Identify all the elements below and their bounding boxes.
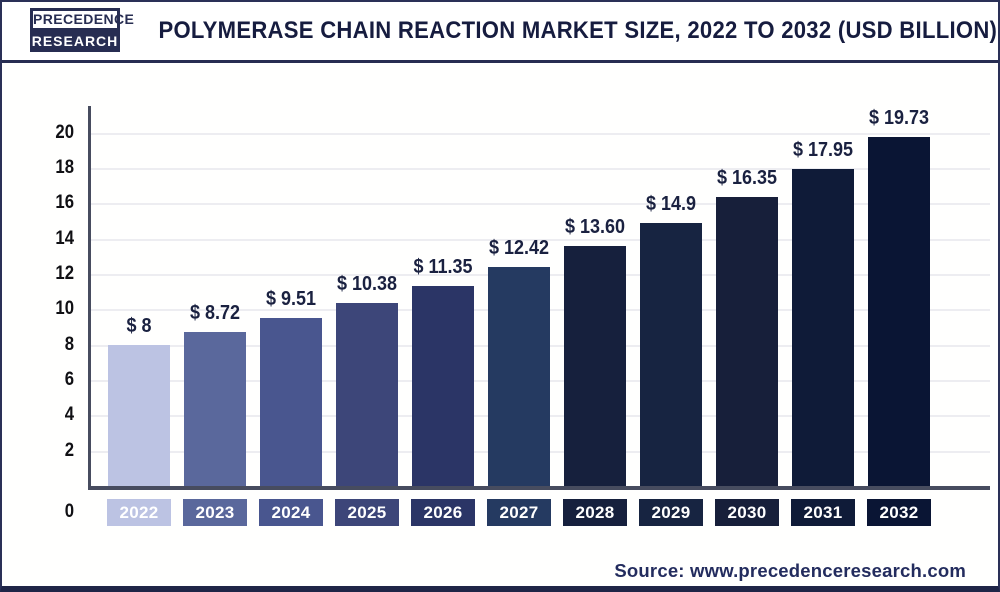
bar-group-2031: $ 17.95 xyxy=(785,106,861,486)
y-tick-label: 12 xyxy=(55,263,74,285)
bar-2030 xyxy=(716,197,778,486)
bar-group-2026: $ 11.35 xyxy=(405,106,481,486)
x-category-label-2027: 2027 xyxy=(487,499,551,526)
bar-2032 xyxy=(868,137,930,486)
bar-value-label: $ 8.72 xyxy=(189,301,241,324)
x-category-label-2025: 2025 xyxy=(335,499,399,526)
x-category-slot: 2028 xyxy=(557,499,633,526)
x-category-slot: 2029 xyxy=(633,499,709,526)
logo-text-research: RESEARCH xyxy=(30,31,120,52)
bar-2029 xyxy=(640,222,702,486)
y-tick-label: 0 xyxy=(64,501,74,522)
bar-2022 xyxy=(108,344,170,486)
source-text: Source: www.precedenceresearch.com xyxy=(614,560,966,581)
precedence-research-logo: PRECEDENCE RESEARCH xyxy=(30,8,134,52)
bar-group-2028: $ 13.60 xyxy=(557,106,633,486)
bar-value-label: $ 10.38 xyxy=(336,272,398,295)
bar-value-label: $ 17.95 xyxy=(792,138,854,161)
bar-2025 xyxy=(336,302,398,486)
x-category-slot: 2031 xyxy=(785,499,861,526)
x-category-slot: 2026 xyxy=(405,499,481,526)
bar-value-label: $ 19.73 xyxy=(868,107,930,130)
bar-group-2022: $ 8 xyxy=(101,106,177,486)
bar-value-label: $ 9.51 xyxy=(265,288,317,311)
logo-text-precedence: PRECEDENCE xyxy=(30,8,134,31)
x-category-label-2024: 2024 xyxy=(259,499,323,526)
y-tick-label: 16 xyxy=(55,192,74,214)
header: PRECEDENCE RESEARCH POLYMERASE CHAIN REA… xyxy=(2,2,998,63)
gridline xyxy=(91,132,990,135)
bar-value-label: $ 8 xyxy=(126,314,152,337)
x-category-label-2030: 2030 xyxy=(715,499,779,526)
y-tick-label: 18 xyxy=(55,157,74,179)
x-category-slot: 2023 xyxy=(177,499,253,526)
bar-value-label: $ 13.60 xyxy=(564,215,626,238)
chart-area: 0 2 4 6 8 10 12 14 16 18 20 $ 8 $ 8.72 $ 9.51 $ 10.38… xyxy=(2,63,998,586)
x-category-slot: 2025 xyxy=(329,499,405,526)
bar-group-2027: $ 12.42 xyxy=(481,106,557,486)
x-category-label-2032: 2032 xyxy=(867,499,931,526)
gridline xyxy=(91,238,990,241)
x-category-slot: 2030 xyxy=(709,499,785,526)
y-tick-label: 4 xyxy=(64,404,74,426)
bar-2023 xyxy=(184,331,246,486)
gridline xyxy=(91,168,990,171)
x-category-slot: 2024 xyxy=(253,499,329,526)
bar-group-2024: $ 9.51 xyxy=(253,106,329,486)
bar-group-2023: $ 8.72 xyxy=(177,106,253,486)
y-tick-label: 6 xyxy=(64,369,74,390)
bar-2028 xyxy=(564,245,626,486)
y-tick-label: 20 xyxy=(55,121,74,143)
y-tick-label: 14 xyxy=(55,227,74,249)
bar-value-label: $ 12.42 xyxy=(488,236,550,259)
y-tick-label: 8 xyxy=(64,333,74,355)
y-tick-label: 2 xyxy=(64,439,74,461)
x-category-slot: 2022 xyxy=(101,499,177,526)
bar-value-label: $ 16.35 xyxy=(716,167,778,190)
x-axis-line xyxy=(88,486,990,490)
x-category-slot: 2027 xyxy=(481,499,557,526)
x-category-label-2031: 2031 xyxy=(791,499,855,526)
bars-container: $ 8 $ 8.72 $ 9.51 $ 10.38 $ 11.35 $ 12.42 $ 13… xyxy=(101,106,937,486)
x-category-label-2028: 2028 xyxy=(563,499,627,526)
bar-value-label: $ 14.9 xyxy=(645,192,697,215)
bar-value-label: $ 11.35 xyxy=(413,255,473,278)
bar-2027 xyxy=(488,266,550,486)
y-axis-line xyxy=(88,106,91,490)
bar-group-2030: $ 16.35 xyxy=(709,106,785,486)
chart-title: POLYMERASE CHAIN REACTION MARKET SIZE, 2… xyxy=(158,17,998,44)
bar-group-2029: $ 14.9 xyxy=(633,106,709,486)
x-category-label-2026: 2026 xyxy=(411,499,475,526)
x-category-label-2022: 2022 xyxy=(107,499,171,526)
x-category-slot: 2032 xyxy=(861,499,937,526)
bar-2026 xyxy=(412,285,474,486)
x-category-label-2029: 2029 xyxy=(639,499,703,526)
bar-group-2032: $ 19.73 xyxy=(861,106,937,486)
bar-2024 xyxy=(260,318,322,486)
bar-2031 xyxy=(792,168,854,486)
y-tick-label: 10 xyxy=(55,298,74,320)
x-axis-category-row: 2022 2023 2024 2025 2026 2027 2028 2029 2030 2031… xyxy=(101,499,937,526)
gridline xyxy=(91,203,990,206)
x-category-label-2023: 2023 xyxy=(183,499,247,526)
bar-group-2025: $ 10.38 xyxy=(329,106,405,486)
